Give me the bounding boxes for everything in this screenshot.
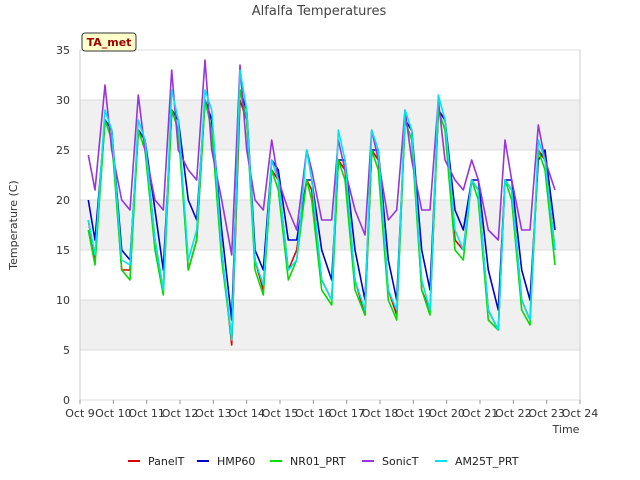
legend-label: PanelT [148,455,185,468]
series-layer [87,59,556,346]
x-tick-label: Oct 14 [228,407,265,420]
y-tick-label: 20 [56,194,70,207]
x-tick-label: Oct 16 [295,407,332,420]
y-tick-label: 5 [63,344,70,357]
x-tick-label: Oct 21 [462,407,499,420]
legend-label: AM25T_PRT [455,455,519,468]
y-axis-title: Temperature (C) [7,180,20,270]
x-tick-label: Oct 19 [395,407,432,420]
x-tick-label: Oct 24 [562,407,599,420]
y-axis: 0 5 10 15 20 25 30 35 [56,44,70,407]
x-tick-label: Oct 9 [65,407,95,420]
y-tick-label: 10 [56,294,70,307]
x-tick-label: Oct 22 [495,407,532,420]
grid [79,49,581,401]
y-tick-label: 35 [56,44,70,57]
series-line-sonict [87,59,556,256]
ta-met-badge: TA_met [81,32,137,52]
ta-met-badge-label: TA_met [87,36,132,49]
x-tick-label: Oct 17 [328,407,365,420]
x-tick-label: Oct 10 [95,407,132,420]
x-tick-label: Oct 23 [528,407,565,420]
x-tick-label: Oct 20 [428,407,465,420]
x-tick-label: Oct 12 [162,407,199,420]
x-tick-label: Oct 18 [362,407,399,420]
series-line-am25t-prt [87,69,556,341]
legend-label: SonicT [382,455,419,468]
y-tick-label: 25 [56,144,70,157]
chart-title: Alfalfa Temperatures [252,4,387,19]
x-tick-label: Oct 13 [195,407,232,420]
background-band [80,300,580,350]
legend-label: NR01_PRT [290,455,346,468]
y-tick-label: 30 [56,94,70,107]
background-band [80,100,580,150]
x-tick-label: Oct 11 [128,407,165,420]
legend-label: HMP60 [217,455,255,468]
legend: PanelT HMP60 NR01_PRT SonicT AM25T_PRT [128,455,519,468]
y-tick-label: 15 [56,244,70,257]
plot-background [80,50,580,400]
x-axis-title: Time [552,423,580,436]
y-tick-label: 0 [63,394,70,407]
x-tick-label: Oct 15 [262,407,299,420]
